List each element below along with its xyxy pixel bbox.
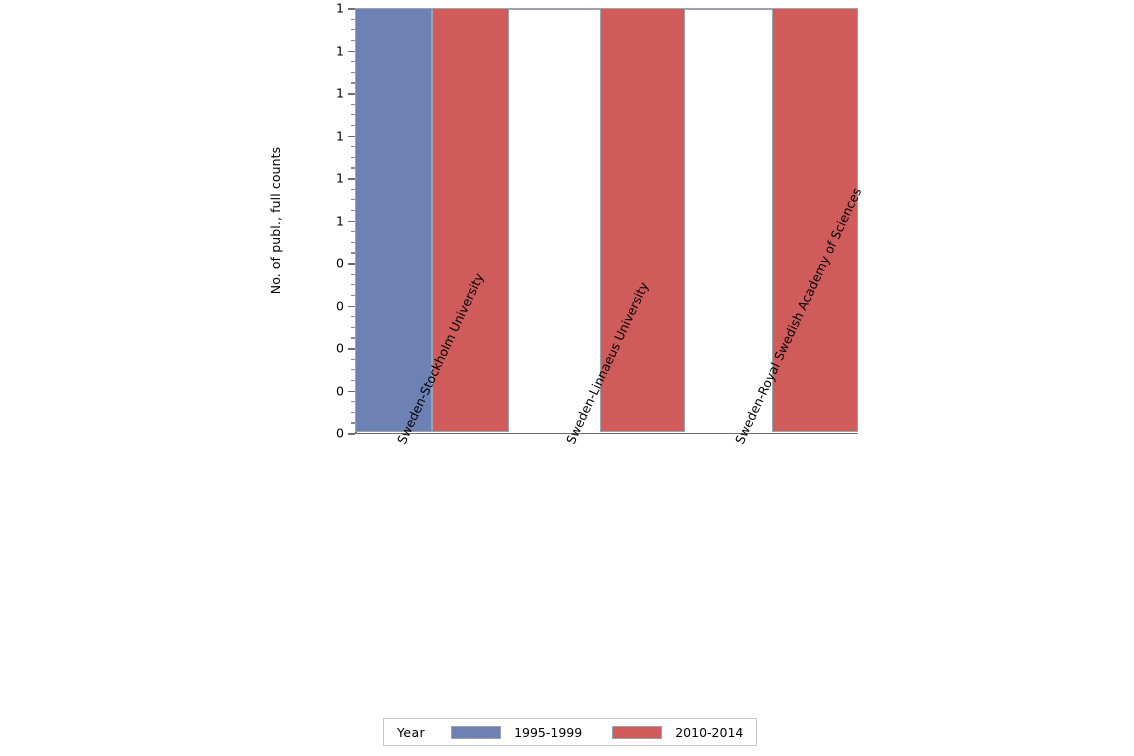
y-tick-mark — [348, 433, 355, 435]
y-tick-mark — [348, 178, 355, 180]
y-minor-tick-mark — [351, 379, 355, 382]
x-axis-line — [355, 432, 858, 435]
y-axis-title-text: No. of publ., full counts — [268, 146, 284, 294]
y-tick-mark — [348, 220, 355, 222]
y-tick-label: 0 — [336, 383, 344, 398]
y-minor-tick-mark — [351, 114, 355, 116]
y-minor-tick-mark — [351, 71, 355, 73]
y-tick-label: 1 — [336, 43, 344, 58]
y-tick-mark — [348, 8, 355, 10]
legend-entry[interactable]: 2010-2014 — [612, 725, 743, 740]
y-minor-tick-mark — [351, 82, 355, 84]
y-minor-tick-mark — [351, 369, 355, 371]
y-minor-tick-mark — [351, 209, 355, 212]
y-tick-label: 0 — [336, 425, 344, 441]
y-tick-mark — [348, 263, 355, 265]
y-tick-label: 1 — [336, 85, 344, 101]
legend-swatch — [612, 725, 663, 739]
y-tick-label: 0 — [336, 340, 344, 356]
legend-entries: 1995-1999 2010-2014 — [451, 725, 743, 740]
y-minor-tick-mark — [351, 188, 355, 190]
y-minor-tick-mark — [351, 401, 355, 403]
legend-swatch — [451, 725, 502, 739]
y-minor-tick-mark — [351, 252, 355, 254]
y-minor-tick-mark — [351, 422, 355, 424]
y-minor-tick-mark — [351, 284, 355, 286]
y-tick-mark — [348, 348, 355, 350]
y-minor-tick-mark — [351, 39, 355, 42]
y-tick-mark — [348, 390, 355, 392]
y-minor-tick-mark — [351, 146, 355, 148]
y-minor-tick-mark — [351, 61, 355, 63]
y-minor-tick-mark — [351, 337, 355, 339]
y-minor-tick-mark — [351, 411, 355, 413]
y-axis-title: No. of publ., full counts — [264, 130, 288, 310]
y-minor-tick-mark — [351, 167, 355, 169]
y-minor-tick-mark — [351, 199, 355, 201]
y-tick-mark — [348, 93, 355, 95]
y-tick-label: 1 — [336, 0, 344, 16]
y-tick-label: 0 — [336, 255, 344, 271]
legend-label: 2010-2014 — [675, 724, 744, 740]
y-tick-mark — [348, 50, 355, 52]
y-tick-label: 1 — [336, 170, 344, 186]
y-minor-tick-mark — [351, 124, 355, 127]
bar[interactable] — [772, 8, 858, 433]
y-minor-tick-mark — [351, 156, 355, 158]
y-minor-tick-mark — [351, 316, 355, 318]
legend-label: 1995-1999 — [514, 724, 583, 740]
y-minor-tick-mark — [351, 326, 355, 328]
y-minor-tick-mark — [351, 29, 355, 31]
y-minor-tick-mark — [351, 18, 355, 20]
legend-title: Year — [397, 724, 426, 740]
y-tick-label: 1 — [336, 128, 344, 143]
y-minor-tick-mark — [351, 103, 355, 105]
y-minor-tick-mark — [351, 358, 355, 360]
legend-entry[interactable]: 1995-1999 — [451, 725, 582, 740]
y-tick-label: 0 — [336, 298, 344, 313]
legend: Year 1995-1999 2010-2014 — [383, 718, 758, 746]
y-tick-mark — [348, 135, 355, 137]
y-minor-tick-mark — [351, 241, 355, 243]
y-tick-mark — [348, 305, 355, 307]
plot-area: 1 1 1 1 1 1 0 0 0 0 0 — [336, 1, 858, 441]
y-minor-tick-mark — [351, 294, 355, 297]
y-minor-tick-mark — [351, 231, 355, 233]
y-tick-label: 1 — [336, 213, 344, 228]
bar[interactable] — [600, 8, 685, 433]
bar[interactable] — [432, 8, 509, 433]
y-minor-tick-mark — [351, 273, 355, 275]
bar[interactable] — [355, 8, 432, 433]
